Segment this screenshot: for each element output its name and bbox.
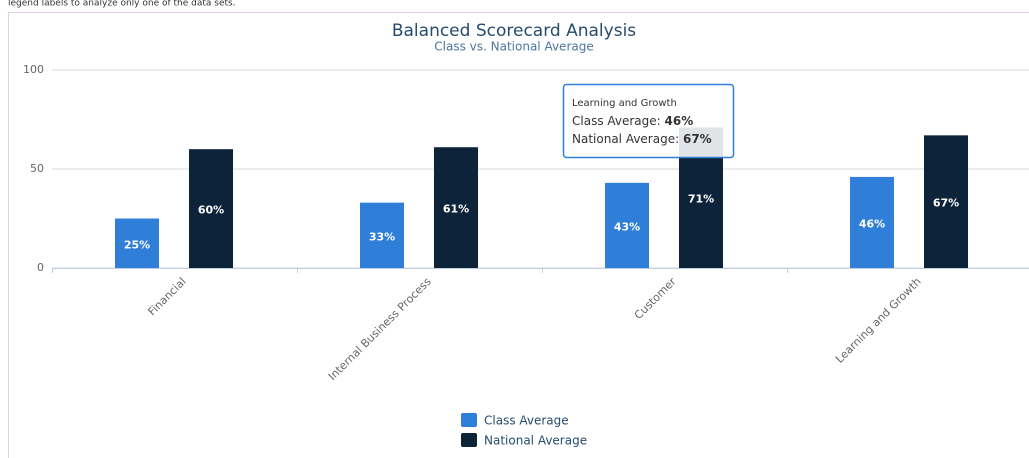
tooltip-value: 46%	[665, 114, 694, 128]
data-label: 33%	[369, 230, 395, 243]
legend-symbol	[461, 433, 477, 447]
tooltip: Learning and Growth Class Average: 46% Nat…	[562, 83, 735, 159]
tooltip-row: National Average: 67%	[572, 132, 712, 146]
tooltip-sep: :	[675, 132, 683, 146]
tooltip-value: 67%	[683, 132, 712, 146]
bar	[360, 202, 404, 268]
bar	[924, 135, 968, 268]
data-label: 43%	[614, 220, 640, 233]
data-label: 25%	[124, 238, 150, 251]
bar	[605, 182, 649, 268]
bar	[189, 149, 233, 268]
chart-title: Balanced Scorecard Analysis	[392, 21, 636, 41]
legend-label: National Average	[484, 434, 587, 448]
chart-subtitle: Class vs. National Average	[434, 40, 593, 54]
data-label: 67%	[933, 197, 959, 210]
tooltip-series: National Average	[572, 132, 675, 146]
bar	[434, 147, 478, 268]
data-label: 60%	[198, 204, 224, 217]
legend-label: Class Average	[484, 414, 569, 428]
y-tick-label: 100	[23, 63, 44, 76]
tooltip-box	[562, 83, 735, 159]
tooltip-row: Class Average: 46%	[572, 114, 693, 128]
legend-symbol	[461, 413, 477, 427]
y-tick-label: 0	[37, 261, 44, 274]
y-tick-label: 50	[30, 162, 44, 175]
data-label: 61%	[443, 203, 469, 216]
tooltip-title: Learning and Growth	[572, 98, 677, 109]
caption: legend labels to analyze only one of the…	[8, 0, 236, 9]
data-label: 46%	[859, 217, 885, 230]
data-label: 71%	[688, 193, 714, 206]
bar	[850, 176, 894, 268]
tooltip-series: Class Average	[572, 114, 657, 128]
bar	[115, 218, 159, 268]
tooltip-sep: :	[657, 114, 665, 128]
